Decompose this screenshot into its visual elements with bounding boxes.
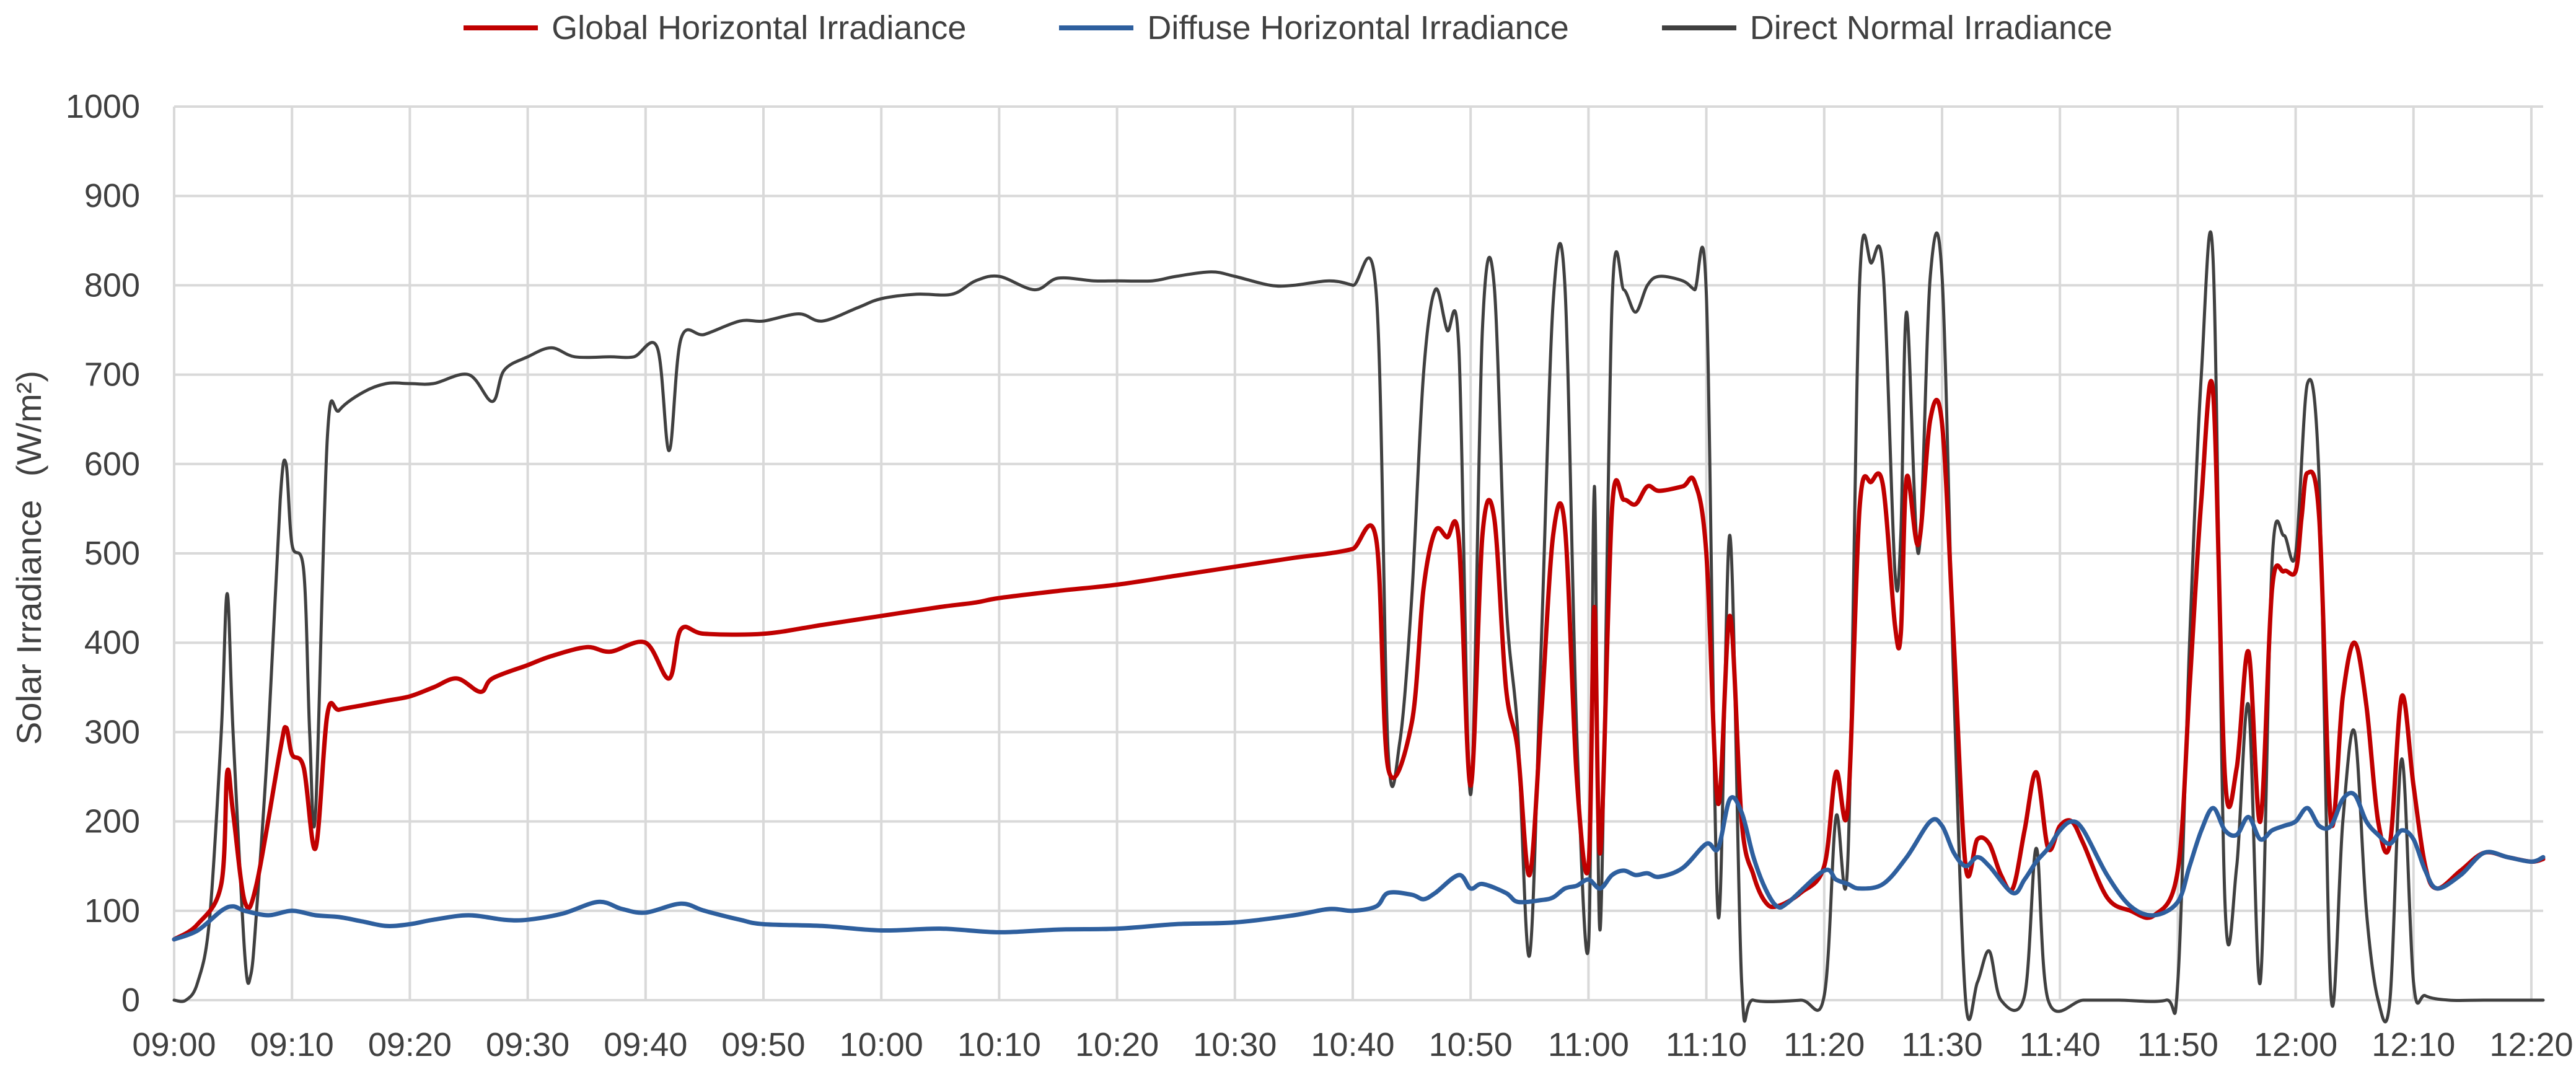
y-axis-ticks: 0 100 200 300 400 500 600 700 800 900 1000 bbox=[66, 88, 140, 1019]
legend-label-diffuse: Diffuse Horizontal Irradiance bbox=[1147, 9, 1569, 46]
legend-swatch-diffuse bbox=[1059, 25, 1134, 30]
x-tick-label: 10:20 bbox=[1075, 1026, 1159, 1063]
x-tick-label: 12:20 bbox=[2489, 1026, 2573, 1063]
x-tick-label: 09:50 bbox=[721, 1026, 805, 1063]
x-tick-label: 10:30 bbox=[1193, 1026, 1277, 1063]
x-tick-label: 11:20 bbox=[1783, 1026, 1865, 1063]
x-tick-label: 12:00 bbox=[2254, 1026, 2337, 1063]
legend-swatch-global bbox=[464, 25, 538, 30]
diffuse-horizontal-irradiance-line bbox=[172, 791, 2546, 942]
y-axis-label-text: Solar Irradiance bbox=[9, 500, 48, 745]
y-axis-label-unit: (W/m²) bbox=[9, 371, 48, 477]
global-horizontal-irradiance-line bbox=[172, 379, 2546, 942]
y-tick-label: 600 bbox=[84, 446, 140, 483]
x-tick-label: 09:10 bbox=[250, 1026, 334, 1063]
legend-item-direct[interactable]: Direct Normal Irradiance bbox=[1661, 9, 2112, 47]
x-tick-label: 09:20 bbox=[368, 1026, 452, 1063]
x-tick-label: 11:00 bbox=[1548, 1026, 1629, 1063]
y-tick-label: 1000 bbox=[66, 88, 140, 125]
x-tick-label: 09:30 bbox=[486, 1026, 569, 1063]
legend-item-diffuse[interactable]: Diffuse Horizontal Irradiance bbox=[1059, 9, 1569, 47]
x-tick-label: 12:10 bbox=[2372, 1026, 2455, 1063]
legend-swatch-direct bbox=[1661, 25, 1736, 30]
y-axis-label: Solar Irradiance (W/m²) bbox=[9, 371, 48, 745]
x-axis-ticks: 09:00 09:10 09:20 09:30 09:40 09:50 10:00 10:10… bbox=[132, 1026, 2573, 1063]
x-tick-label: 11:50 bbox=[2137, 1026, 2218, 1063]
legend: Global Horizontal Irradiance Diffuse Hor… bbox=[0, 6, 2576, 50]
x-tick-label: 10:40 bbox=[1311, 1026, 1394, 1063]
x-tick-label: 09:00 bbox=[132, 1026, 216, 1063]
x-tick-label: 11:30 bbox=[1901, 1026, 1982, 1063]
y-tick-label: 100 bbox=[84, 892, 140, 930]
legend-label-global: Global Horizontal Irradiance bbox=[552, 9, 967, 46]
y-tick-label: 700 bbox=[84, 356, 140, 393]
legend-label-direct: Direct Normal Irradiance bbox=[1749, 9, 2112, 46]
y-tick-label: 200 bbox=[84, 803, 140, 840]
x-tick-label: 11:40 bbox=[2020, 1026, 2101, 1063]
x-tick-label: 10:00 bbox=[840, 1026, 923, 1063]
direct-normal-irradiance-line bbox=[172, 230, 2545, 1024]
y-tick-label: 800 bbox=[84, 266, 140, 304]
x-tick-label: 11:10 bbox=[1666, 1026, 1747, 1063]
y-tick-label: 900 bbox=[84, 177, 140, 214]
y-tick-label: 400 bbox=[84, 624, 140, 661]
series-lines bbox=[172, 230, 2546, 1024]
y-tick-label: 300 bbox=[84, 713, 140, 750]
x-tick-label: 09:40 bbox=[604, 1026, 687, 1063]
y-tick-label: 0 bbox=[121, 982, 140, 1019]
y-tick-label: 500 bbox=[84, 535, 140, 572]
x-tick-label: 10:10 bbox=[957, 1026, 1041, 1063]
x-tick-label: 10:50 bbox=[1429, 1026, 1513, 1063]
legend-item-global[interactable]: Global Horizontal Irradiance bbox=[464, 9, 966, 47]
